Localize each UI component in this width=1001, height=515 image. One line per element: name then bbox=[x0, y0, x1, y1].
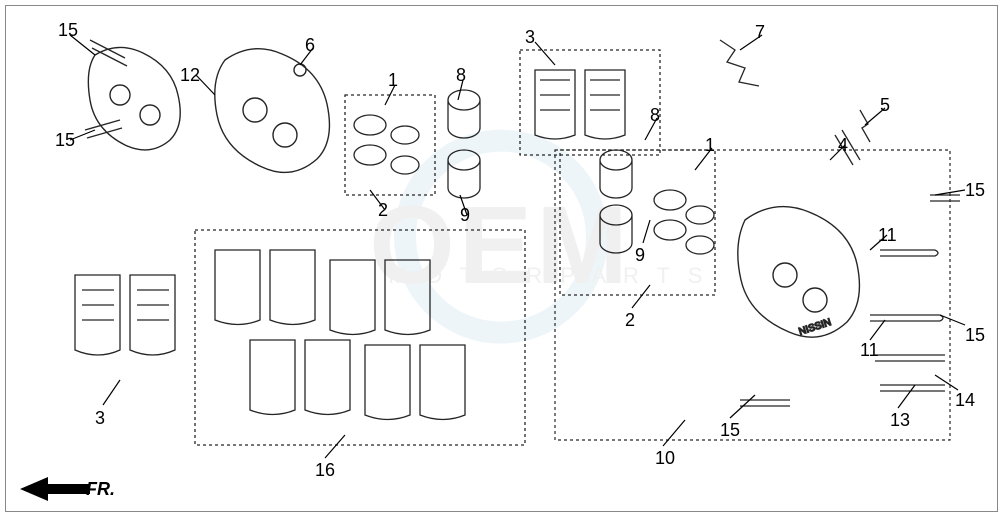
callout-15: 15 bbox=[965, 180, 985, 201]
callout-2: 2 bbox=[625, 310, 635, 331]
callout-13: 13 bbox=[890, 410, 910, 431]
callout-15: 15 bbox=[55, 130, 75, 151]
callout-9: 9 bbox=[635, 245, 645, 266]
callout-2: 2 bbox=[378, 200, 388, 221]
callout-5: 5 bbox=[880, 95, 890, 116]
callout-9: 9 bbox=[460, 205, 470, 226]
callout-15: 15 bbox=[720, 420, 740, 441]
callout-16: 16 bbox=[315, 460, 335, 481]
callout-10: 10 bbox=[655, 448, 675, 469]
diagram-canvas: OEM M O T O R P A R T S 1512618371529815… bbox=[0, 0, 1001, 515]
fr-direction-indicator: FR. bbox=[20, 475, 115, 503]
callout-7: 7 bbox=[755, 22, 765, 43]
fr-arrow-icon bbox=[20, 475, 90, 503]
fr-label: FR. bbox=[86, 479, 115, 500]
callout-15: 15 bbox=[965, 325, 985, 346]
callout-11: 11 bbox=[860, 340, 879, 361]
callout-4: 4 bbox=[838, 135, 848, 156]
callout-15: 15 bbox=[58, 20, 78, 41]
callout-11: 11 bbox=[878, 225, 897, 246]
callout-8: 8 bbox=[650, 105, 660, 126]
callout-14: 14 bbox=[955, 390, 975, 411]
callout-12: 12 bbox=[180, 65, 200, 86]
callout-6: 6 bbox=[305, 35, 315, 56]
diagram-frame bbox=[5, 5, 998, 512]
callout-3: 3 bbox=[525, 27, 535, 48]
callout-3: 3 bbox=[95, 408, 105, 429]
callout-8: 8 bbox=[456, 65, 466, 86]
callout-1: 1 bbox=[705, 135, 715, 156]
callout-1: 1 bbox=[388, 70, 398, 91]
